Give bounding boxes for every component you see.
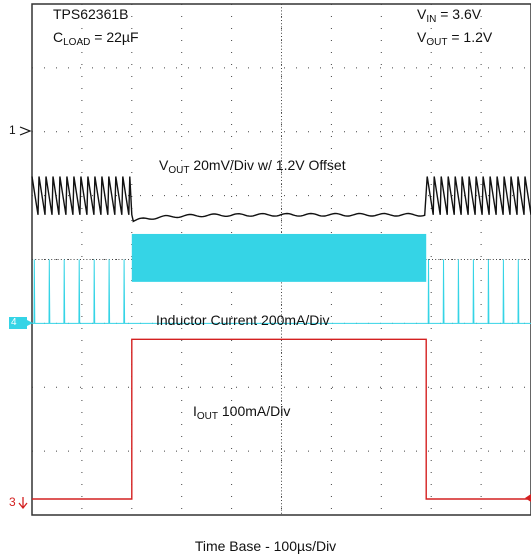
inductor-current-band [131, 233, 427, 282]
ch1-marker: 1 [9, 123, 16, 137]
vin-value: = 3.6V [436, 6, 482, 22]
vin-label: VIN = 3.6V [417, 6, 482, 25]
inductor-current-trace [32, 259, 531, 324]
trigger-marker-icon [525, 494, 531, 502]
vout-setting-label: VOUT = 1.2V [417, 29, 493, 48]
ch1-label: VOUT 20mV/Div w/ 1.2V Offset [159, 157, 346, 176]
vout-trace [31, 176, 531, 223]
vin-subscript: IN [426, 14, 437, 25]
ch1-ground-arrow [19, 126, 32, 136]
ch3-ground-arrow [18, 497, 28, 510]
ch3-text: 100mA/Div [218, 403, 291, 419]
cload-subscript: LOAD [63, 37, 91, 48]
ch1-text: 20mV/Div w/ 1.2V Offset [189, 157, 346, 173]
ch4-label: Inductor Current 200mA/Div [156, 312, 330, 328]
device-label: TPS62361B [53, 6, 129, 22]
vout-setting-symbol: V [417, 29, 427, 45]
ch3-symbol: I [193, 403, 197, 419]
iout-trace [32, 338, 531, 500]
ch3-subscript: OUT [196, 411, 218, 422]
ch4-ground-arrow [27, 320, 33, 326]
ch3-marker: 3 [9, 495, 16, 509]
cload-value: = 22µF [90, 29, 139, 45]
x-axis-label: Time Base - 100µs/Div [194, 538, 337, 554]
vin-symbol: V [417, 6, 427, 22]
ch1-subscript: OUT [168, 165, 190, 176]
vout-setting-subscript: OUT [426, 37, 448, 48]
vout-setting-value: = 1.2V [447, 29, 493, 45]
cload-label: CLOAD = 22µF [53, 29, 139, 48]
ch1-symbol: V [159, 157, 169, 173]
ch3-label: IOUT 100mA/Div [193, 403, 291, 422]
grid [32, 4, 531, 515]
ch4-marker: 4 [9, 317, 27, 329]
cload-symbol: C [53, 29, 64, 45]
